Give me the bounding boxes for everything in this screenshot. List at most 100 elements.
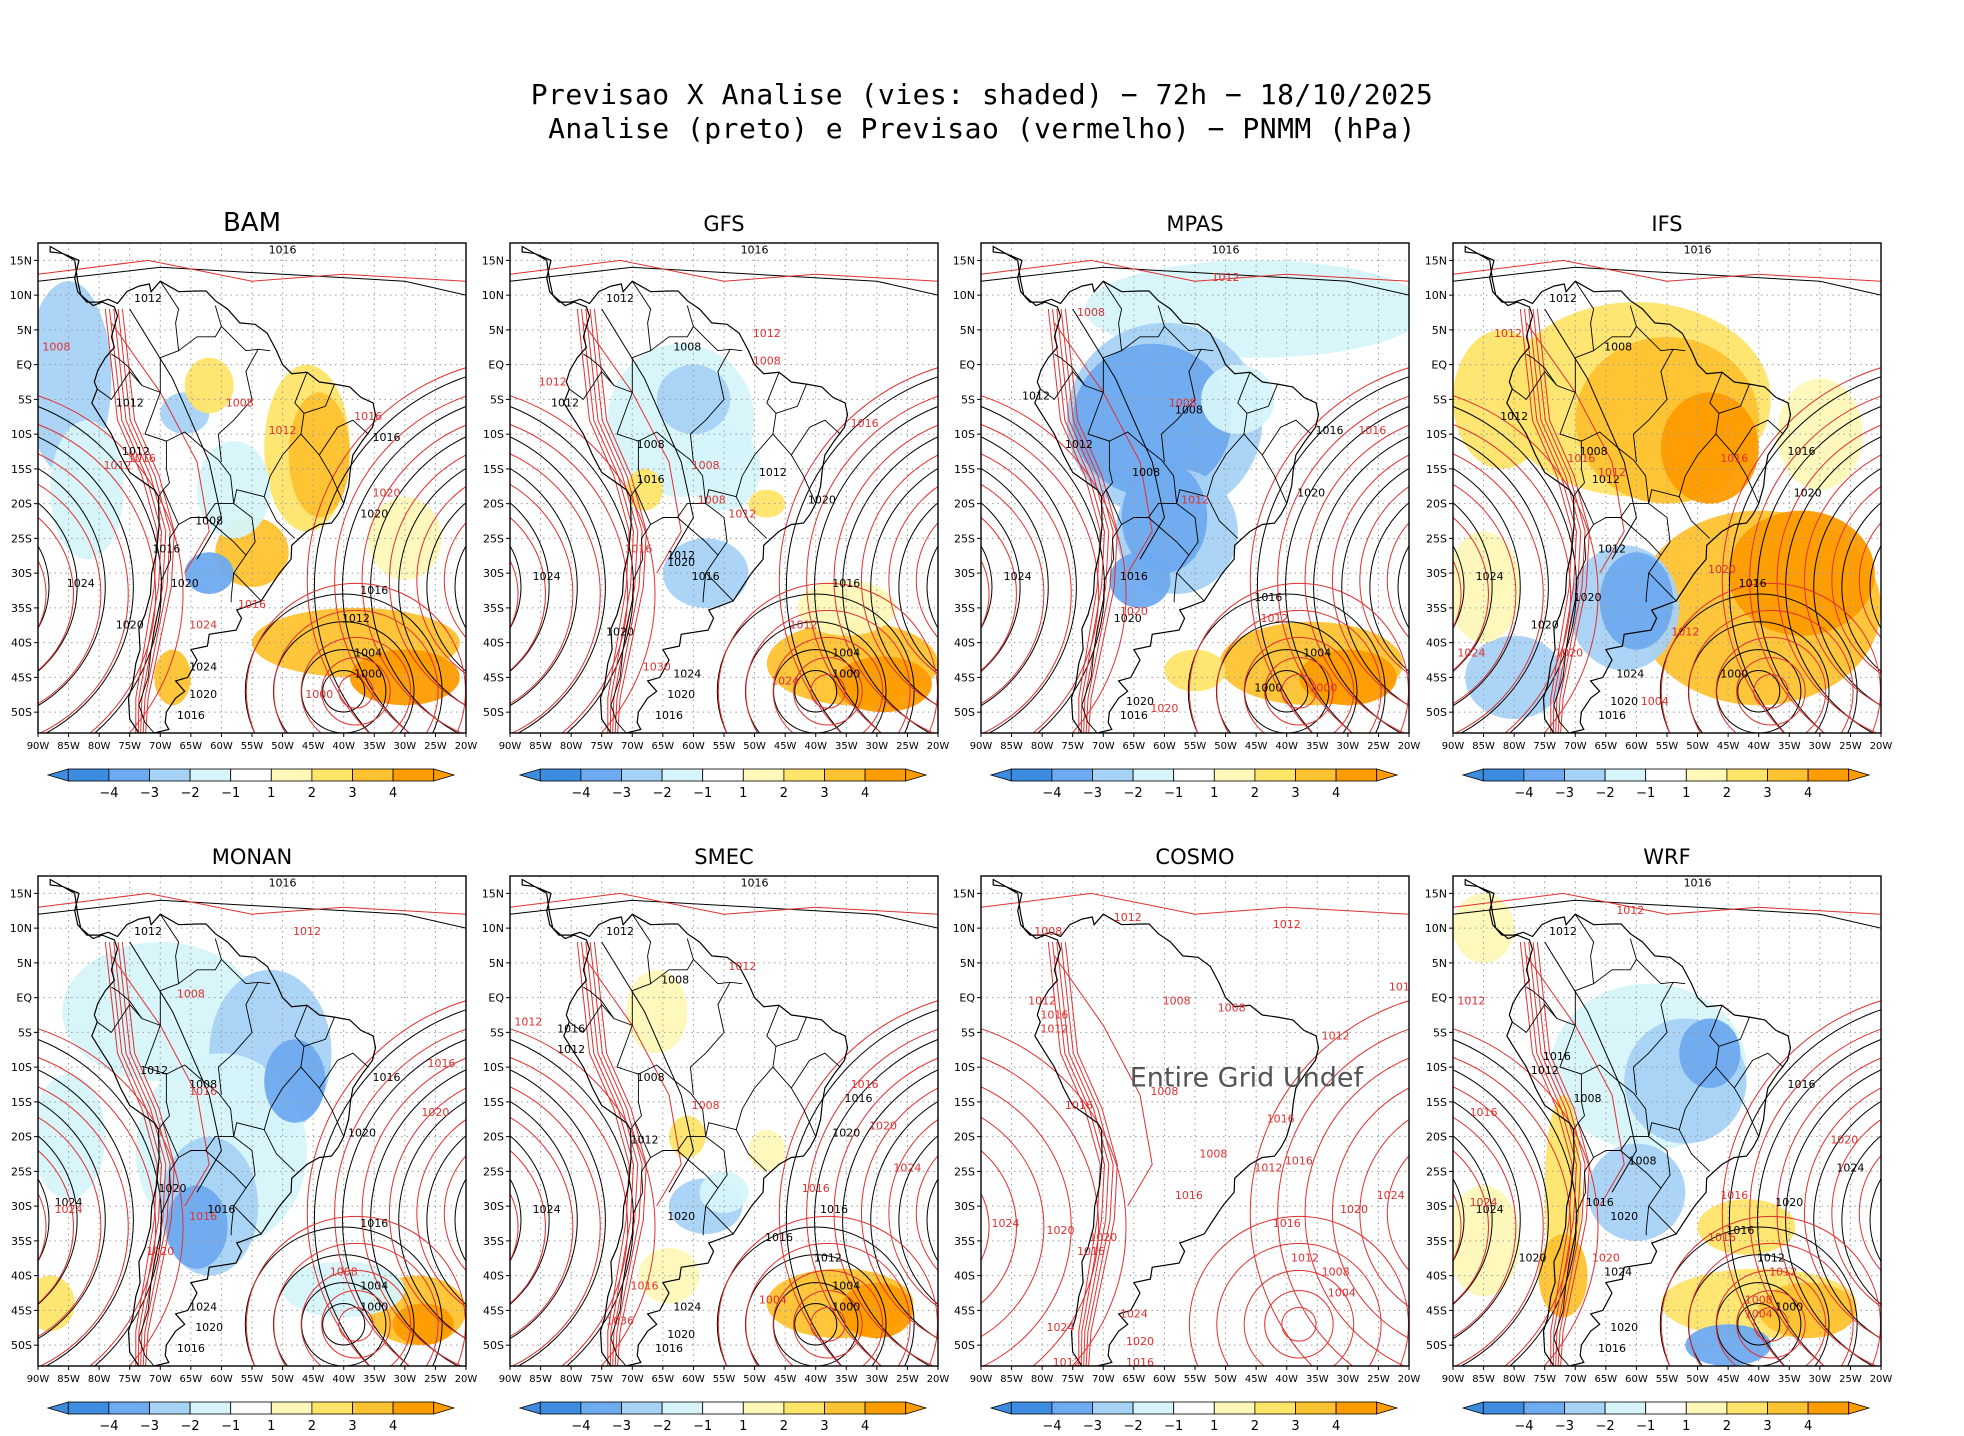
analysis-contour-label: 1016: [269, 243, 297, 256]
lat-tick-label: 15N: [1425, 254, 1447, 267]
analysis-isobar: [716, 1226, 915, 1366]
lat-tick-label: 15N: [482, 254, 504, 267]
forecast-contour-label: 1024: [55, 1203, 83, 1216]
lat-tick-label: 5S: [961, 1026, 975, 1039]
colorbar-label: 2: [308, 1419, 316, 1434]
forecast-isobar: [510, 395, 656, 733]
forecast-isobar: [745, 1242, 911, 1366]
analysis-isobar: [981, 467, 1049, 707]
colorbar-segment: [1807, 1401, 1850, 1415]
forecast-contour-label: 1016: [128, 452, 156, 465]
country-border: [1105, 489, 1177, 526]
country-border: [1206, 475, 1239, 539]
colorbar-left-arrow: [46, 1401, 69, 1415]
country-border: [111, 913, 180, 1027]
colorbar-segment: [864, 1401, 907, 1415]
lon-tick-label: 25W: [424, 1374, 447, 1385]
lat-tick-label: 35S: [1426, 602, 1447, 615]
forecast-isobar: [510, 1149, 546, 1305]
lon-tick-label: 25W: [424, 741, 447, 752]
colorbar-left-arrow: [46, 768, 69, 782]
country-border: [1593, 938, 1637, 985]
analysis-isobar: [870, 1100, 938, 1340]
bias-shade-area: [840, 1282, 914, 1339]
country-border: [1620, 517, 1662, 556]
lat-tick-label: 35S: [483, 1235, 504, 1248]
lat-tick-label: 5S: [1433, 393, 1447, 406]
bias-shade-area: [748, 489, 786, 518]
forecast-isobar: [833, 1057, 938, 1366]
lat-tick-label: 35S: [11, 602, 32, 615]
lon-tick-label: 20W: [927, 1374, 950, 1385]
lat-tick-label: 30S: [483, 567, 504, 580]
forecast-isobar-andes: [1524, 941, 1578, 1366]
colorbar-label: 1: [1210, 786, 1218, 801]
forecast-contour-label: 1020: [869, 1120, 897, 1133]
analysis-isobar: [1544, 941, 1637, 1193]
country-border: [1087, 392, 1205, 602]
forecast-isobar-andes: [581, 308, 635, 733]
analysis-contour-label: 1004: [832, 647, 860, 660]
colorbar-label: 1: [739, 786, 747, 801]
map-panel-wrf: WRF1016101210081012101610081016102010241…: [1425, 845, 1893, 1434]
lon-tick-label: 90W: [1442, 741, 1465, 752]
lat-tick-label: 15S: [1426, 463, 1447, 476]
coastline: [992, 878, 1320, 1366]
analysis-isobar: [1841, 502, 1881, 672]
analysis-isobar: [1813, 467, 1881, 707]
country-border: [1636, 326, 1686, 352]
colorbar-segment: [189, 768, 232, 782]
colorbar-segment: [1092, 768, 1134, 782]
forecast-isobar: [1243, 1269, 1355, 1366]
lat-tick-label: 15N: [953, 887, 975, 900]
country-border: [693, 326, 743, 352]
analysis-contour-label: 1016: [692, 570, 720, 583]
country-border: [233, 1122, 265, 1137]
forecast-contour-label: 1012: [1494, 327, 1522, 340]
lon-tick-label: 30W: [1809, 1374, 1832, 1385]
forecast-isobar: [1887, 519, 1964, 640]
country-border: [178, 305, 222, 352]
forecast-isobar: [443, 521, 466, 639]
analysis-contour-label: 1012: [1598, 542, 1626, 555]
forecast-contour-label: 1012: [1769, 1266, 1797, 1279]
forecast-isobar: [38, 1086, 129, 1366]
analysis-isobar: [785, 1009, 938, 1366]
analysis-contour-label: 1020: [171, 577, 199, 590]
forecast-isobar-andes: [117, 941, 171, 1366]
lat-tick-label: 15S: [483, 463, 504, 476]
lat-tick-label: 10N: [482, 922, 504, 935]
colorbar-label: 3: [1291, 786, 1299, 801]
lon-tick-label: 60W: [682, 741, 705, 752]
analysis-contour-label: 1004: [360, 1280, 388, 1293]
country-border: [1632, 349, 1674, 462]
country-border: [1559, 392, 1677, 602]
bias-shade-area: [1298, 649, 1397, 706]
lat-tick-label: 15S: [1426, 1096, 1447, 1109]
country-border: [702, 573, 707, 603]
map-panel-monan: MONAN10161012100810121016102010241016100…: [10, 845, 478, 1434]
colorbar-segment: [1726, 768, 1768, 782]
colorbar: −4 −3 −2 −1 1 2 3 4: [989, 1401, 1399, 1434]
analysis-isobar: [38, 899, 466, 929]
colorbar-label: −2: [1596, 786, 1615, 801]
forecast-isobar: [806, 395, 938, 733]
forecast-contour-label: 1012: [789, 619, 817, 632]
colorbar-right-arrow: [1376, 1401, 1399, 1415]
country-border: [1718, 1016, 1750, 1047]
forecast-isobar: [38, 892, 466, 915]
analysis-contour-label: 1020: [1126, 695, 1154, 708]
analysis-contour-label: 1012: [557, 1043, 585, 1056]
analysis-contour-label: 1020: [1610, 1321, 1638, 1334]
forecast-isobar: [833, 424, 938, 733]
analysis-contour-label: 1016: [360, 584, 388, 597]
lon-tick-label: 25W: [1839, 741, 1862, 752]
lon-tick-label: 90W: [27, 1374, 50, 1385]
analysis-isobar: [38, 266, 466, 296]
colorbar-label: −2: [181, 1419, 200, 1434]
forecast-contour-label: 1020: [1830, 1134, 1858, 1147]
forecast-contour-label: 1012: [1053, 1356, 1081, 1369]
lat-tick-label: 15N: [482, 887, 504, 900]
lat-tick-label: 45S: [1426, 671, 1447, 684]
